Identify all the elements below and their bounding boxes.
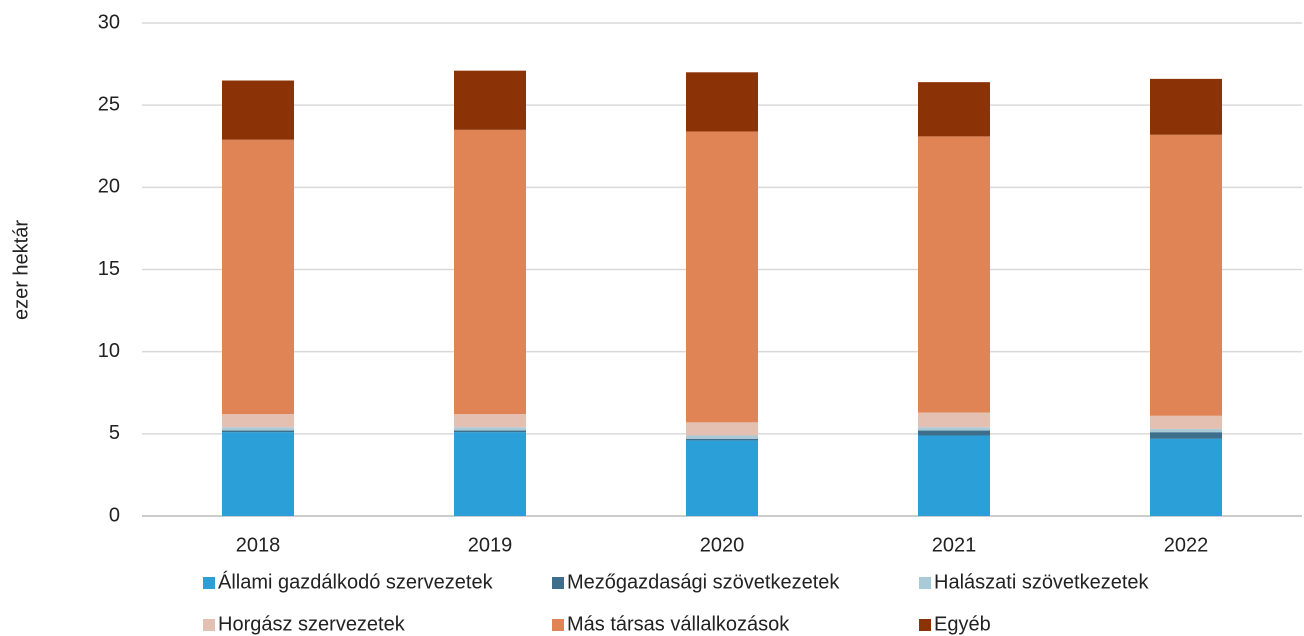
y-tick-label: 0 — [109, 504, 120, 526]
legend-label: Egyéb — [934, 613, 991, 635]
bar-segment — [1150, 415, 1222, 429]
bar-segment — [686, 438, 758, 441]
x-tick-label: 2019 — [468, 534, 513, 556]
x-tick-label: 2020 — [700, 534, 745, 556]
y-tick-label: 20 — [98, 176, 120, 198]
bar-segment — [1150, 432, 1222, 439]
bar-segment — [918, 427, 990, 431]
y-axis-label: ezer hektár — [10, 220, 32, 320]
bar-segment — [918, 82, 990, 137]
y-tick-label: 30 — [98, 11, 120, 33]
legend-label: Más társas vállalkozások — [567, 613, 790, 635]
bar-segment — [454, 70, 526, 130]
bar-segment — [454, 430, 526, 433]
bar-segment — [1150, 78, 1222, 135]
legend-swatch — [552, 619, 564, 631]
legend-label: Állami gazdálkodó szervezetek — [218, 570, 494, 593]
x-tick-label: 2018 — [236, 534, 281, 556]
x-tick-label: 2022 — [1164, 534, 1209, 556]
bar-segment — [1150, 428, 1222, 433]
bar-segment — [222, 139, 294, 415]
bar-segment — [454, 427, 526, 431]
bar-segment — [222, 430, 294, 433]
y-tick-label: 15 — [98, 258, 120, 280]
bar-segment — [1150, 438, 1222, 516]
bar-segment — [222, 432, 294, 516]
bar-segment — [918, 412, 990, 428]
bar-segment — [686, 131, 758, 423]
bar-segment — [222, 427, 294, 431]
bar-segment — [222, 414, 294, 428]
legend-swatch — [919, 577, 931, 589]
legend-swatch — [203, 619, 215, 631]
legend-label: Halászati szövetkezetek — [934, 571, 1150, 593]
legend-swatch — [919, 619, 931, 631]
bar-segment — [686, 72, 758, 132]
bar-segment — [918, 435, 990, 516]
legend-swatch — [203, 577, 215, 589]
bar-segment — [454, 129, 526, 415]
bar-segment — [222, 80, 294, 140]
bar-segment — [454, 432, 526, 516]
y-tick-label: 10 — [98, 340, 120, 362]
bar-segment — [918, 136, 990, 413]
legend-label: Horgász szervezetek — [218, 613, 406, 635]
bar-segment — [1150, 134, 1222, 416]
x-tick-label: 2021 — [932, 534, 977, 556]
bar-segment — [686, 435, 758, 439]
bar-segment — [686, 422, 758, 436]
bar-segment — [454, 414, 526, 428]
y-tick-label: 25 — [98, 93, 120, 115]
legend-swatch — [552, 577, 564, 589]
y-tick-label: 5 — [109, 422, 120, 444]
bar-segment — [918, 430, 990, 436]
legend-label: Mezőgazdasági szövetkezetek — [567, 571, 840, 593]
bar-segment — [686, 440, 758, 516]
